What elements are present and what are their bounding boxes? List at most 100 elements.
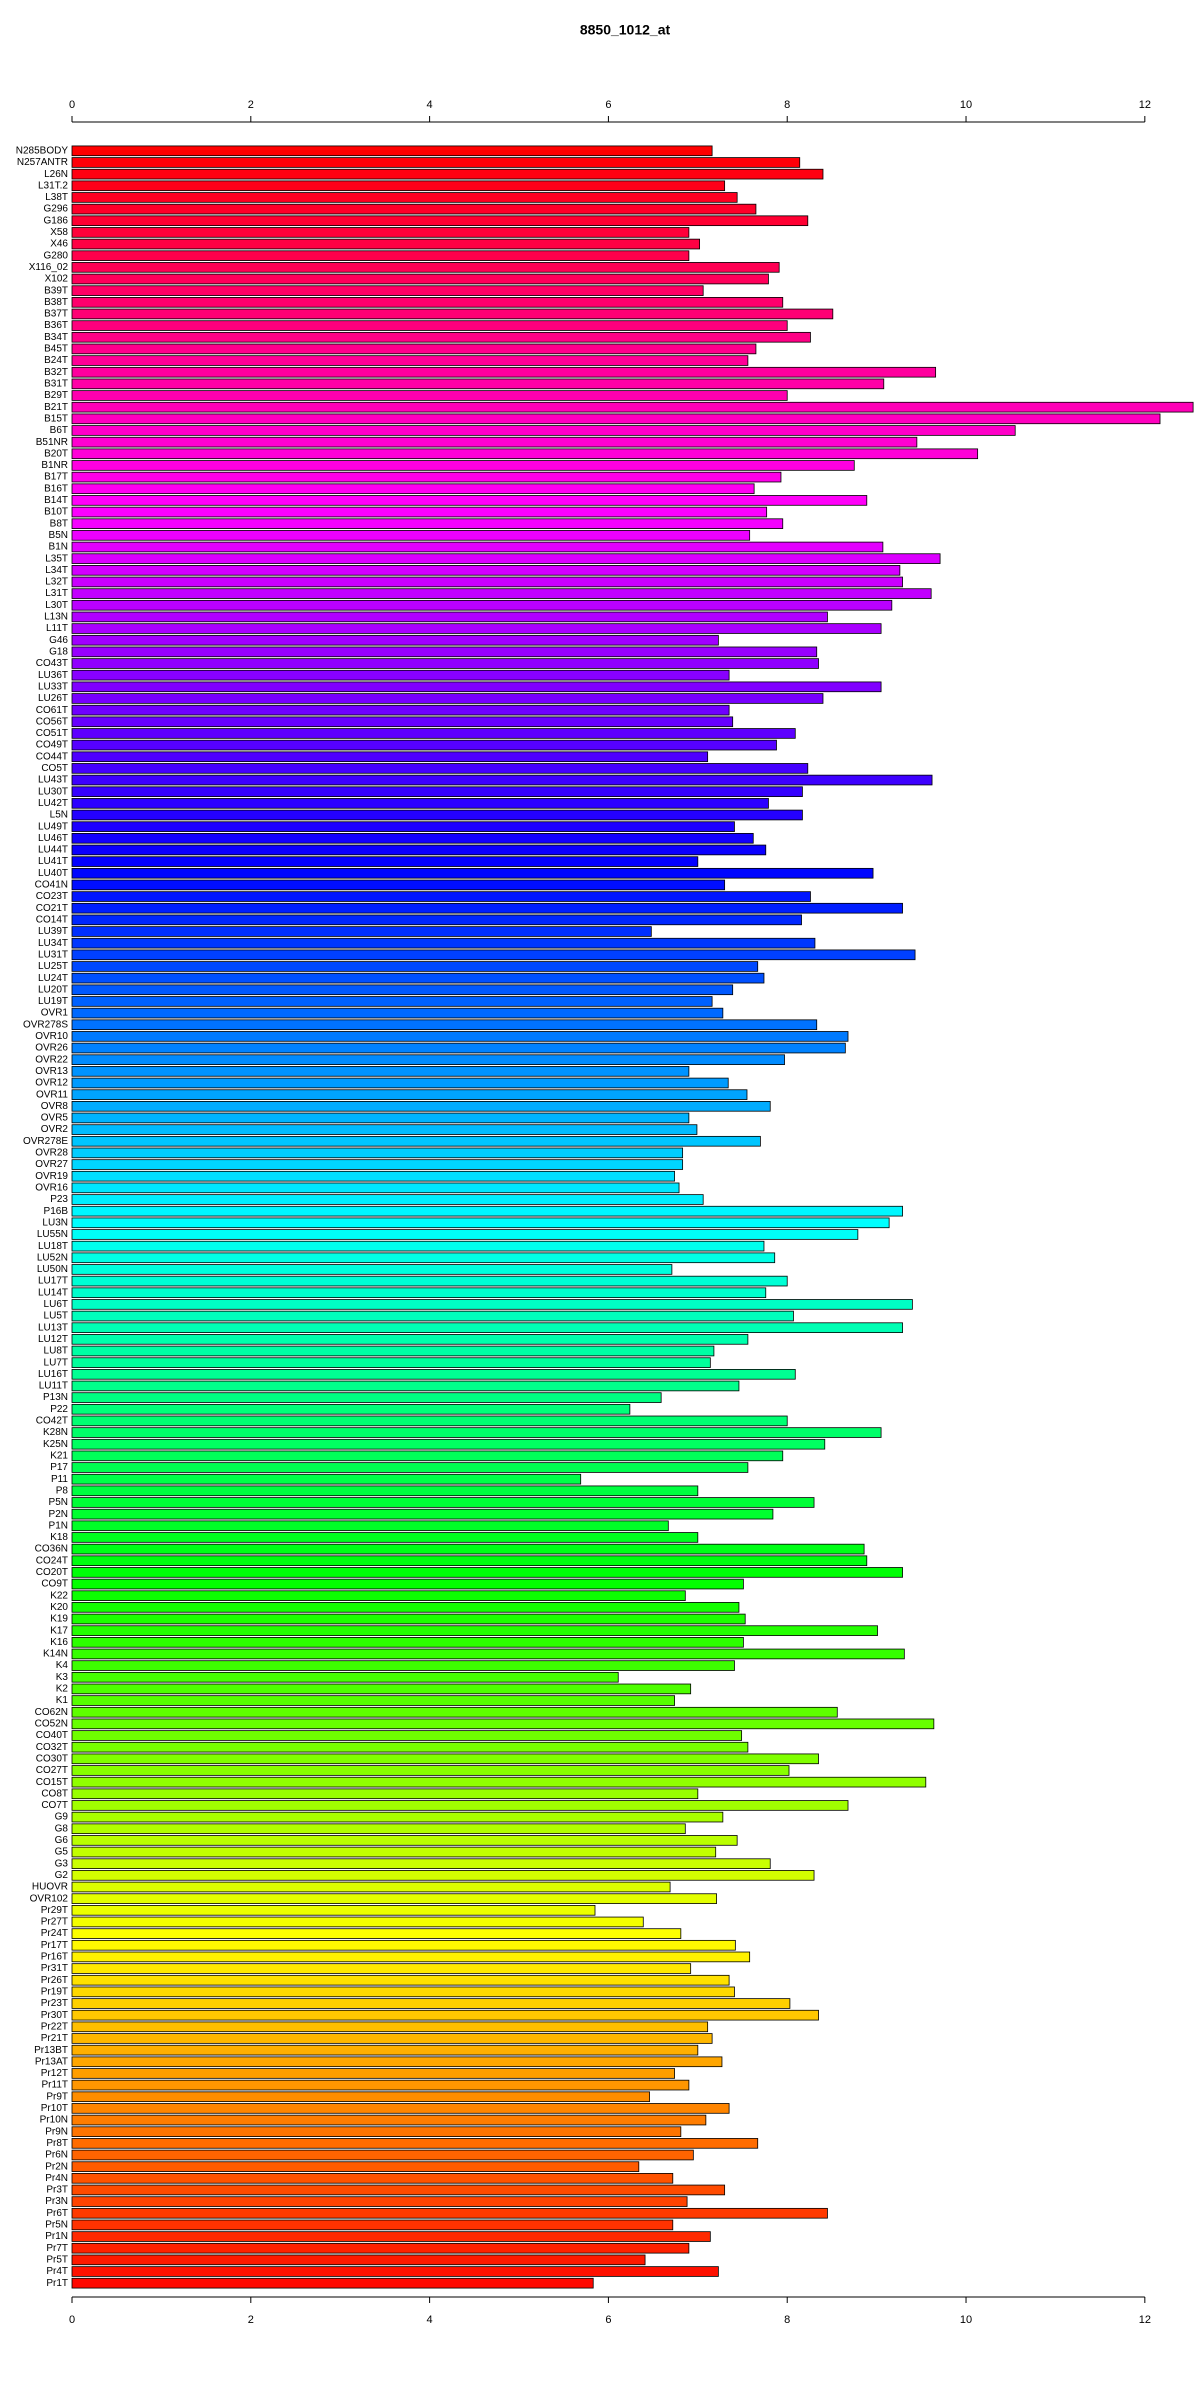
bar [71,192,738,203]
bar [71,763,809,774]
y-tick-label: L35T [45,553,68,564]
bar [71,343,757,355]
y-tick-label: LU39T [38,926,68,937]
y-tick-label: CO44T [36,751,68,762]
y-tick-label: OVR10 [35,1031,68,1042]
bar [71,1753,819,1765]
bar [71,483,755,495]
y-tick-label: B29T [44,390,68,401]
y-tick-label: CO62N [35,1707,68,1718]
bar [71,2103,730,2114]
bar [71,1846,717,1858]
bar [71,1800,849,1811]
y-tick-label: Pr27T [41,1917,68,1928]
y-tick-label: Pr31T [41,1963,68,1974]
y-tick-label: K16 [50,1637,68,1648]
y-tick-label: L34T [45,565,68,576]
y-tick-label: LU11T [39,1381,68,1392]
y-tick-label: Pr9N [45,2126,68,2137]
bar [71,2207,828,2219]
bar [71,1590,686,1601]
y-tick-label: G18 [49,647,68,658]
bar [71,320,788,331]
y-tick-label: Pr6N [45,2150,68,2161]
bar [71,2044,699,2056]
bar [71,413,1161,425]
y-tick-label: Pr24T [41,1928,68,1939]
bar [71,599,893,611]
y-tick-label: OVR12 [35,1078,68,1089]
y-tick-label: OVR16 [35,1183,68,1194]
bar [71,157,801,168]
y-tick-label: P1N [49,1520,68,1531]
bar [71,1322,903,1333]
bar [71,1299,913,1310]
y-tick-label: LU8T [44,1346,68,1357]
y-tick-label: LU34T [38,938,68,949]
y-tick-label: G8 [55,1823,69,1834]
y-tick-label: OVR22 [35,1054,68,1065]
bar [71,961,759,972]
y-tick-label: Pr16T [41,1952,68,1963]
bar [71,996,713,1007]
bar [71,1194,704,1205]
bar [71,2242,690,2254]
y-tick-label: OVR26 [35,1043,68,1054]
bar [71,448,979,460]
y-tick-label: Pr4T [46,2266,68,2277]
y-tick-label: LU14T [38,1287,68,1298]
y-tick-label: B6T [50,425,68,436]
y-tick-label: P5N [49,1497,68,1508]
y-tick-label: B45T [44,344,68,355]
y-tick-label: LU41T [38,856,68,867]
y-tick-label: Pr21T [41,2033,68,2044]
bar [71,798,769,809]
bar [71,1392,662,1403]
bar [71,1159,684,1170]
y-tick-label: CO5T [41,763,68,774]
bar [71,658,819,669]
y-tick-label: X116_02 [29,262,69,273]
bar [71,1602,740,1613]
bar [71,227,690,238]
y-tick-label: LU33T [38,681,68,692]
bar [71,1939,736,1951]
y-tick-label: CO40T [36,1730,68,1741]
y-tick-label: LU24T [38,973,68,984]
x-tick-label: 8 [784,99,790,111]
bar [71,1718,935,1730]
bar [71,1101,771,1112]
x-tick-label: 2 [248,2314,254,2326]
bar [71,984,734,996]
bar [71,1706,838,1718]
y-tick-label: B20T [44,448,68,459]
bar [71,390,788,401]
x-tick-label: 0 [69,99,75,111]
y-tick-label: G6 [55,1835,69,1846]
y-tick-label: L5N [50,810,68,821]
bar [71,1334,749,1345]
bar [71,1147,684,1159]
y-tick-label: B16T [44,483,68,494]
bar [71,518,784,529]
bar [71,774,933,786]
bar [71,926,652,937]
bar [71,833,754,844]
bar [71,1613,746,1625]
y-tick-label: LU19T [38,996,68,1007]
y-tick-label: B51NR [36,437,68,448]
y-tick-label: LU18T [38,1241,68,1252]
bar [71,203,757,215]
bar [71,238,701,250]
x-tick-label: 6 [605,99,611,111]
bar [71,1555,868,1567]
y-tick-label: B24T [44,355,68,366]
y-tick-label: Pr6T [46,2208,68,2219]
y-tick-label: G5 [55,1847,69,1858]
y-tick-label: P13N [43,1392,68,1403]
y-tick-label: Pr2N [45,2161,68,2172]
bar [71,460,855,471]
bar [71,541,884,553]
bar [71,1905,596,1916]
y-tick-label: LU20T [38,984,68,995]
